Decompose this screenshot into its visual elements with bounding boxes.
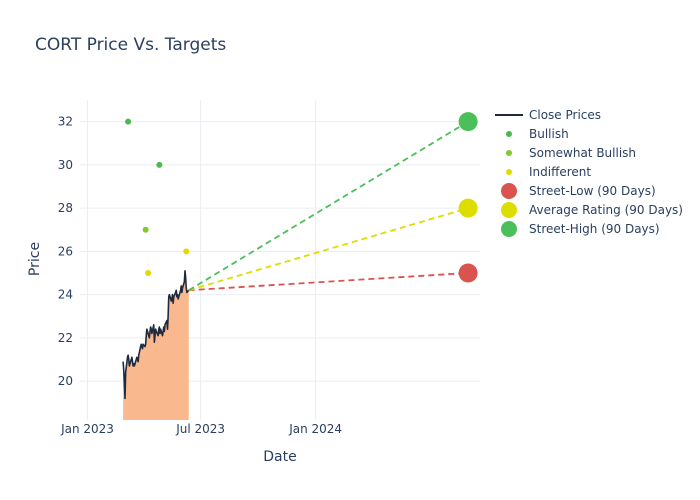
rating-marker bbox=[183, 248, 190, 255]
rating-marker bbox=[125, 118, 132, 125]
y-tick-label: 24 bbox=[58, 288, 73, 302]
target-marker bbox=[458, 112, 478, 132]
y-tick-label: 30 bbox=[58, 158, 73, 172]
legend-item-label: Bullish bbox=[529, 127, 569, 141]
marker-layer bbox=[125, 112, 478, 283]
legend-item-label: Street-High (90 Days) bbox=[529, 222, 660, 236]
legend-target-swatch bbox=[501, 221, 517, 237]
legend-dot-swatch bbox=[506, 169, 512, 175]
x-axis-title: Date bbox=[263, 449, 296, 465]
target-line bbox=[188, 207, 469, 292]
target-line bbox=[188, 272, 469, 292]
close-price-area bbox=[123, 270, 189, 420]
rating-marker bbox=[142, 226, 149, 233]
legend-item-label: Indifferent bbox=[529, 165, 591, 179]
chart-title: CORT Price Vs. Targets bbox=[35, 35, 226, 55]
y-tick-label: 32 bbox=[58, 115, 73, 129]
legend-item-label: Average Rating (90 Days) bbox=[529, 203, 683, 217]
legend-item-label: Street-Low (90 Days) bbox=[529, 184, 656, 198]
y-tick-label: 20 bbox=[58, 374, 73, 388]
line-layer bbox=[122, 120, 469, 400]
legend-dot-swatch bbox=[506, 131, 512, 137]
area-layer bbox=[123, 270, 189, 420]
target-marker bbox=[458, 263, 478, 283]
legend-item-label: Close Prices bbox=[529, 108, 601, 122]
legend-item-label: Somewhat Bullish bbox=[529, 146, 636, 160]
y-axis-title: Price bbox=[27, 242, 43, 276]
x-tick-label: Jan 2024 bbox=[288, 422, 342, 436]
legend-target-swatch bbox=[501, 183, 517, 199]
x-tick-label: Jan 2023 bbox=[60, 422, 114, 436]
y-tick-label: 22 bbox=[58, 331, 73, 345]
y-tick-label: 28 bbox=[58, 201, 73, 215]
target-marker bbox=[458, 198, 478, 218]
close-price-line bbox=[122, 270, 190, 400]
rating-marker bbox=[145, 269, 152, 276]
target-line bbox=[188, 120, 469, 292]
y-tick-label: 26 bbox=[58, 244, 73, 258]
legend: Close Prices Bullish Somewhat Bullish Indif… bbox=[495, 108, 683, 237]
x-axis-ticks: Jan 2023 Jul 2023 Jan 2024 bbox=[60, 422, 342, 436]
y-axis-ticks: 20 22 24 26 28 30 32 bbox=[58, 115, 73, 388]
x-tick-label: Jul 2023 bbox=[175, 422, 225, 436]
legend-target-swatch bbox=[501, 202, 517, 218]
legend-dot-swatch bbox=[506, 150, 512, 156]
rating-marker bbox=[156, 161, 163, 168]
